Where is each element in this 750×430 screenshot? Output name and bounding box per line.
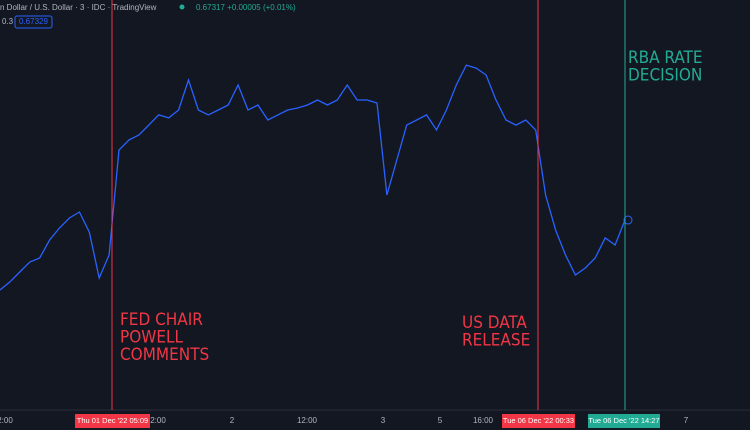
event-annotation: DECISION [628, 66, 702, 86]
event-annotation: RBA RATE [628, 48, 703, 68]
event-time-box [588, 414, 660, 428]
last-price-marker [623, 215, 633, 225]
event-time-box [502, 414, 575, 428]
event-annotation: FED CHAIR [120, 310, 203, 330]
x-tick-label: 2 [230, 416, 235, 425]
price-line [0, 64, 626, 291]
x-tick-label: 16:00 [473, 416, 494, 425]
event-annotation: COMMENTS [120, 345, 209, 365]
x-tick-label: 3 [381, 416, 386, 425]
x-tick-label: 5 [438, 416, 443, 425]
x-tick-label: 7 [684, 416, 689, 425]
event-time-box [75, 414, 150, 428]
event-annotation: POWELL [120, 328, 184, 348]
status-dot [179, 4, 185, 10]
quote: 0.67317 +0.00005 (+0.01%) [196, 3, 296, 12]
event-time-label: Tue 06 Dec '22 14:27 [588, 416, 659, 425]
symbol-title: n Dollar / U.S. Dollar · 3 · IDC · Tradi… [0, 3, 157, 12]
event-annotation: US DATA [462, 313, 527, 333]
event-time-label: Tue 06 Dec '22 00:33 [503, 416, 574, 425]
indicator-value: 0.67329 [19, 17, 48, 26]
indicator: 0.3 [2, 17, 14, 26]
event-annotation: RELEASE [462, 331, 530, 351]
x-tick-label: 2:00 [0, 416, 13, 425]
x-tick-label: 2:00 [150, 416, 166, 425]
indicator-box [14, 15, 53, 29]
x-tick-label: 12:00 [297, 416, 318, 425]
event-time-label: Thu 01 Dec '22 05:09 [77, 416, 148, 425]
